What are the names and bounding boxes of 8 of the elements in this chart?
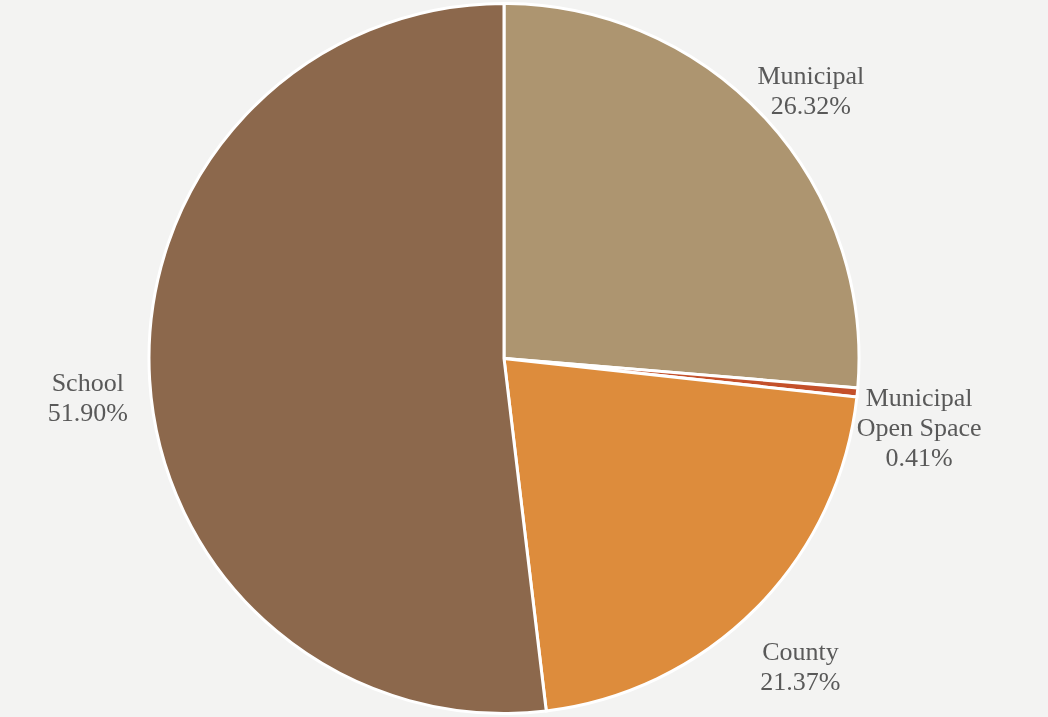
slice-label: Municipal Open Space [856,383,982,443]
data-label: 0.41% [885,443,953,473]
data-label: 26.32% [770,91,851,121]
slice-label: Municipal [757,61,865,91]
slice-label: School [51,368,124,398]
data-label: 51.90% [47,398,128,428]
slice-label: County [762,636,839,666]
data-label: 21.37% [760,666,841,696]
